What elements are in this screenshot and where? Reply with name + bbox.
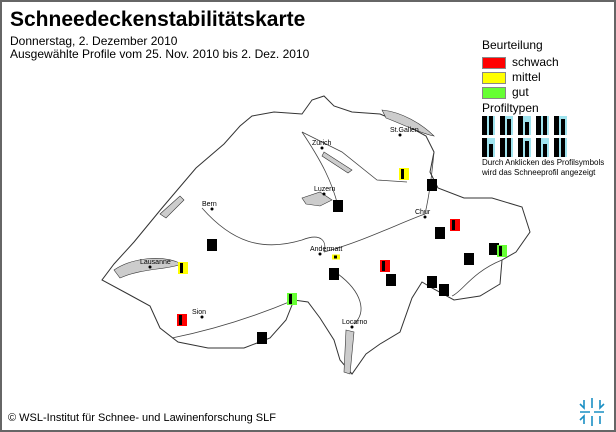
legend-label-mittel: mittel bbox=[512, 70, 541, 84]
profile-marker-schwach[interactable] bbox=[450, 219, 460, 231]
range-label: Ausgewählte Profile vom 25. Nov. 2010 bi… bbox=[10, 47, 310, 61]
city-dot bbox=[350, 325, 354, 329]
profile-type-icon bbox=[482, 116, 495, 135]
marker-profile-glyph bbox=[289, 294, 292, 304]
city-dot bbox=[200, 315, 204, 319]
marker-profile-glyph bbox=[334, 255, 337, 259]
profile-marker-none[interactable] bbox=[386, 274, 396, 286]
profile-type-icon bbox=[554, 138, 567, 157]
note-line: Durch Anklicken des Profilsymbols bbox=[482, 158, 605, 167]
profile-type-icon bbox=[500, 138, 513, 157]
lake-zurich bbox=[321, 151, 353, 174]
profile-type-icon bbox=[536, 138, 549, 157]
lake-constance bbox=[381, 109, 435, 137]
city-label: Sion bbox=[192, 309, 206, 316]
city-label: Bern bbox=[202, 201, 217, 208]
rivers bbox=[171, 131, 503, 339]
marker-box bbox=[207, 239, 217, 251]
marker-profile-glyph bbox=[499, 246, 502, 256]
legend-swatch-schwach bbox=[482, 57, 506, 69]
profile-marker-none[interactable] bbox=[435, 227, 445, 239]
copyright: © WSL-Institut für Schnee- und Lawinenfo… bbox=[8, 412, 276, 424]
marker-profile-glyph bbox=[179, 315, 182, 325]
profile-marker-schwach[interactable] bbox=[380, 260, 390, 272]
marker-box bbox=[329, 268, 339, 280]
city-dot bbox=[148, 265, 152, 269]
profile-marker-none[interactable] bbox=[333, 200, 343, 212]
profile-marker-none[interactable] bbox=[257, 332, 267, 344]
profile-marker-gut[interactable] bbox=[497, 245, 507, 257]
profile-type-icon bbox=[482, 138, 495, 157]
legend-title: Beurteilung bbox=[482, 38, 543, 52]
marker-box bbox=[464, 253, 474, 265]
date-label: Donnerstag, 2. Dezember 2010 bbox=[10, 34, 178, 48]
profile-marker-mittel[interactable] bbox=[399, 168, 409, 180]
city-dot bbox=[322, 192, 326, 196]
profile-marker-none[interactable] bbox=[439, 284, 449, 296]
profile-type-icon bbox=[500, 116, 513, 135]
marker-profile-glyph bbox=[401, 169, 404, 179]
profile-note: Durch Anklicken des Profilsymbols wird da… bbox=[482, 158, 604, 178]
slf-logo bbox=[579, 398, 605, 426]
profile-type-icon bbox=[518, 116, 531, 135]
marker-box bbox=[333, 200, 343, 212]
profile-marker-none[interactable] bbox=[427, 179, 437, 191]
profile-type-icon bbox=[518, 138, 531, 157]
profile-marker-schwach[interactable] bbox=[177, 314, 187, 326]
profile-type-icon bbox=[554, 116, 567, 135]
profile-marker-none[interactable] bbox=[464, 253, 474, 265]
legend-swatch-gut bbox=[482, 87, 506, 99]
profile-type-icon bbox=[536, 116, 549, 135]
profile-marker-none[interactable] bbox=[207, 239, 217, 251]
legend-label-gut: gut bbox=[512, 85, 529, 99]
profile-marker-none[interactable] bbox=[489, 243, 499, 255]
marker-box bbox=[427, 276, 437, 288]
note-line: wird das Schneeprofil angezeigt bbox=[482, 168, 596, 177]
marker-box bbox=[435, 227, 445, 239]
country-outline bbox=[101, 95, 531, 375]
profile-types-title: Profiltypen bbox=[482, 101, 539, 115]
marker-box bbox=[427, 179, 437, 191]
city-dot bbox=[320, 146, 324, 150]
lake-maggiore bbox=[343, 329, 355, 375]
city-label: St.Gallen bbox=[390, 127, 419, 134]
city-dot bbox=[318, 252, 322, 256]
profile-marker-gut[interactable] bbox=[287, 293, 297, 305]
lake-lucerne bbox=[301, 191, 333, 207]
marker-profile-glyph bbox=[452, 220, 455, 230]
marker-profile-glyph bbox=[180, 263, 183, 273]
legend-swatch-mittel bbox=[482, 72, 506, 84]
city-label: Luzern bbox=[314, 186, 336, 193]
city-dot bbox=[398, 133, 402, 137]
city-label: Locarno bbox=[342, 319, 367, 326]
profile-marker-none[interactable] bbox=[329, 268, 339, 280]
marker-box bbox=[386, 274, 396, 286]
city-label: Lausanne bbox=[140, 259, 171, 266]
city-dot bbox=[423, 215, 427, 219]
profile-marker-mittel[interactable] bbox=[332, 254, 340, 260]
lake-neuchatel bbox=[159, 195, 185, 219]
city-dot bbox=[210, 207, 214, 211]
city-label: Zürich bbox=[312, 140, 332, 147]
marker-profile-glyph bbox=[382, 261, 385, 271]
page-title: Schneedeckenstabilitätskarte bbox=[10, 8, 306, 31]
marker-box bbox=[257, 332, 267, 344]
city-label: Chur bbox=[415, 209, 431, 216]
legend-label-schwach: schwach bbox=[512, 55, 559, 69]
profile-marker-mittel[interactable] bbox=[178, 262, 188, 274]
marker-box bbox=[489, 243, 499, 255]
marker-box bbox=[439, 284, 449, 296]
city-label: Andermatt bbox=[310, 246, 342, 253]
profile-marker-none[interactable] bbox=[427, 276, 437, 288]
